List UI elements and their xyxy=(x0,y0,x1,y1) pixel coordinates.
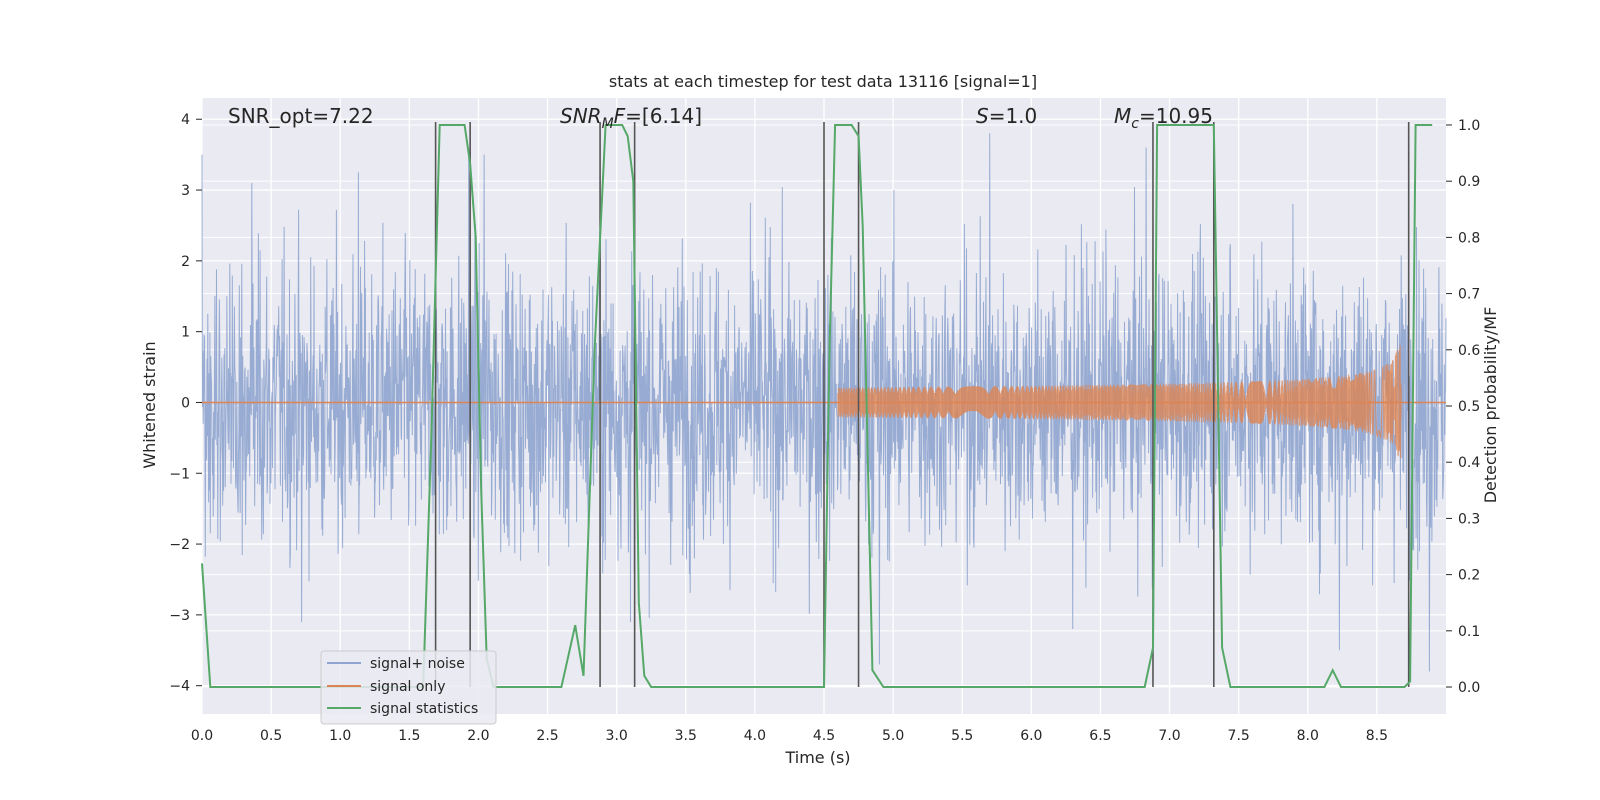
y-right-tick-label: 1.0 xyxy=(1458,118,1480,134)
x-tick-label: 0.0 xyxy=(191,728,213,744)
y-tick-label: −2 xyxy=(169,537,190,553)
x-tick-label: 1.5 xyxy=(398,728,420,744)
x-tick-label: 3.5 xyxy=(675,728,697,744)
x-tick-label: 2.5 xyxy=(536,728,558,744)
legend: signal+ noise signal only signal statist… xyxy=(320,650,497,725)
y-tick-label: 1 xyxy=(181,325,190,341)
annotation-s-value: =1.0 xyxy=(989,104,1038,128)
x-tick-label: 0.5 xyxy=(260,728,282,744)
y-right-tick-label: 0.5 xyxy=(1458,399,1480,415)
tick-labels: 0.0 0.5 1.0 1.5 2.0 2.5 3.0 3.5 4.0 4.5 5.0 5.5 6.0 6… xyxy=(169,112,1480,744)
y-right-tick-label: 0.0 xyxy=(1458,680,1480,696)
x-tick-label: 5.0 xyxy=(882,728,904,744)
y-tick-label: −1 xyxy=(169,466,190,482)
legend-label-signal-statistics: signal statistics xyxy=(370,701,478,717)
y-axis-right-label: Detection probability/MF xyxy=(1481,307,1500,504)
y-tick-label: −4 xyxy=(169,679,190,695)
x-tick-label: 7.0 xyxy=(1158,728,1180,744)
y-axis-label: Whitened strain xyxy=(140,341,159,468)
annotation-snr-mf-it: F xyxy=(614,104,626,128)
y-right-tick-label: 0.3 xyxy=(1458,511,1480,527)
chart-title: stats at each timestep for test data 131… xyxy=(609,72,1037,91)
x-tick-label: 4.5 xyxy=(813,728,835,744)
annotation-mc: Mc=10.95 xyxy=(1114,104,1213,132)
x-tick-label: 1.0 xyxy=(329,728,351,744)
y-tick-label: 0 xyxy=(181,395,190,411)
y-right-tick-label: 0.2 xyxy=(1458,568,1480,584)
x-axis-label: Time (s) xyxy=(784,748,850,767)
legend-label-signal-noise: signal+ noise xyxy=(370,656,465,672)
y-right-tick-label: 0.1 xyxy=(1458,624,1480,640)
x-tick-label: 7.5 xyxy=(1228,728,1250,744)
legend-box xyxy=(320,650,497,725)
y-right-tick-label: 0.4 xyxy=(1458,455,1480,471)
vertical-markers xyxy=(434,121,1410,688)
annotation-snr-mf-value: =[6.14] xyxy=(625,104,702,128)
signal-only-line xyxy=(837,345,1402,459)
x-tick-label: 5.5 xyxy=(951,728,973,744)
y-right-tick-label: 0.6 xyxy=(1458,343,1480,359)
y-tick-label: 3 xyxy=(181,183,190,199)
x-tick-label: 6.0 xyxy=(1020,728,1042,744)
annotation-mc-sub: c xyxy=(1131,116,1139,132)
y-right-tick-label: 0.9 xyxy=(1458,174,1480,190)
annotation-mc-base: M xyxy=(1114,104,1131,128)
x-tick-label: 8.0 xyxy=(1297,728,1319,744)
signal-statistics-series xyxy=(201,124,1433,688)
annotation-mc-value: =10.95 xyxy=(1139,104,1213,128)
x-tick-label: 2.0 xyxy=(467,728,489,744)
x-tick-label: 8.5 xyxy=(1366,728,1388,744)
annotation-s-symbol: S xyxy=(976,104,989,128)
annotation-s: S=1.0 xyxy=(976,104,1037,128)
annotation-snr-mf: SNRMF=[6.14] xyxy=(560,104,702,132)
annotation-snr-mf-sub: M xyxy=(602,116,614,132)
x-tick-label: 3.0 xyxy=(606,728,628,744)
annotation-snr-opt: SNR_opt=7.22 xyxy=(228,104,374,128)
y-tick-label: 2 xyxy=(181,254,190,270)
y-right-tick-label: 0.7 xyxy=(1458,287,1480,303)
y-tick-label: −3 xyxy=(169,608,190,624)
annotation-snr-mf-base: SNR xyxy=(560,104,602,128)
y-right-tick-label: 0.8 xyxy=(1458,230,1480,246)
x-tick-label: 6.5 xyxy=(1089,728,1111,744)
signal-statistics-line xyxy=(201,124,1433,688)
legend-label-signal-only: signal only xyxy=(370,679,445,695)
y-tick-label: 4 xyxy=(181,112,190,128)
x-tick-label: 4.0 xyxy=(744,728,766,744)
